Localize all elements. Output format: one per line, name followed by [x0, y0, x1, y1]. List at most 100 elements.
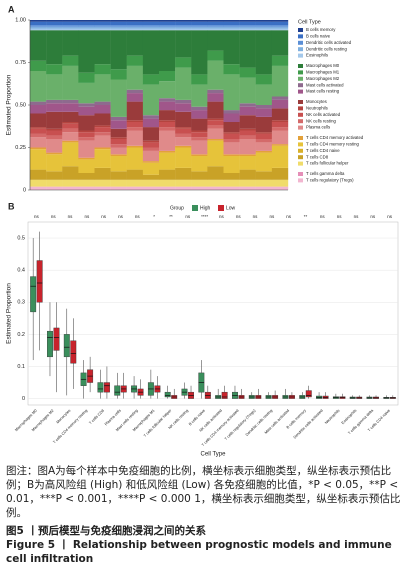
bar-segment — [94, 127, 111, 133]
bar-segment — [175, 145, 192, 148]
bar-segment — [239, 103, 256, 107]
bar-segment — [30, 105, 47, 114]
bar-segment — [78, 28, 95, 31]
bar-segment — [191, 74, 208, 85]
bar-segment — [223, 30, 240, 65]
bar-segment — [126, 21, 144, 26]
box — [114, 385, 121, 396]
bar-segment — [142, 161, 160, 163]
bar-segment — [191, 110, 208, 119]
bar-segment — [126, 186, 144, 190]
bar-segment — [110, 25, 127, 27]
bar-segment — [191, 140, 208, 155]
bar-segment — [255, 21, 273, 26]
bar-segment — [255, 171, 273, 180]
legend-label: Monocytes — [306, 99, 327, 104]
bar-segment — [207, 125, 224, 129]
significance-label: ns — [269, 214, 275, 219]
legend-swatch — [298, 76, 303, 81]
bar-segment — [271, 145, 289, 168]
bar-segment — [94, 26, 111, 29]
legend-label: Dendritic cells activated — [306, 40, 352, 45]
bar-segment — [30, 133, 47, 138]
bar-segment — [159, 122, 176, 128]
bar-segment — [271, 144, 289, 146]
bar-segment — [271, 108, 289, 121]
x-tick-label: Plasma cells — [104, 409, 122, 427]
legend-label: NK cells resting — [306, 118, 336, 123]
bar-segment — [142, 147, 160, 151]
bar-segment — [159, 25, 176, 27]
bar-segment — [175, 30, 192, 58]
bar-segment — [223, 26, 240, 29]
bar-segment — [126, 28, 144, 31]
bar-segment — [159, 152, 176, 170]
bar-segment — [159, 21, 176, 26]
legend-label: T cells CD4 memory activated — [306, 135, 364, 140]
bar-segment — [207, 26, 224, 29]
bar-segment — [207, 89, 224, 94]
bar-segment — [207, 21, 224, 26]
legend-swatch — [298, 142, 303, 147]
bar-segment — [126, 147, 144, 170]
box — [70, 340, 77, 364]
bar-segment — [191, 20, 208, 22]
bar-segment — [239, 179, 256, 187]
bar-segment — [142, 162, 160, 175]
y-axis-label: Estimated Proportion — [6, 74, 13, 135]
box — [53, 327, 60, 351]
bar-segment — [175, 147, 192, 168]
bar-segment — [207, 50, 224, 61]
legend-label: Neutrophils — [306, 106, 328, 111]
bar-segment — [191, 171, 208, 180]
y-tick-label: 0.3 — [17, 300, 25, 306]
bar-segment — [191, 25, 208, 27]
bar-segment — [46, 30, 63, 65]
bar-segment — [78, 140, 95, 158]
bar-segment — [110, 20, 127, 22]
bar-segment — [30, 25, 47, 27]
bar-segment — [159, 98, 176, 102]
bar-segment — [110, 154, 127, 156]
bar-segment — [126, 120, 144, 122]
bar-segment — [223, 25, 240, 27]
legend-label: Low — [226, 205, 236, 211]
bar-segment — [142, 84, 160, 116]
bar-segment — [255, 25, 273, 27]
bar-segment — [239, 77, 256, 104]
legend-swatch — [298, 106, 303, 111]
bar-segment — [30, 28, 47, 31]
bar-segment — [30, 20, 47, 22]
box — [97, 382, 104, 393]
bar-segment — [271, 130, 289, 145]
legend-label: Eosinophils — [306, 53, 328, 58]
bar-segment — [271, 96, 289, 100]
x-tick-label: B cells naive — [188, 409, 206, 427]
bar-segment — [255, 139, 273, 143]
bar-segment — [78, 130, 95, 133]
box — [36, 260, 43, 303]
bar-segment — [159, 169, 176, 180]
bar-segment — [191, 28, 208, 31]
significance-label: ns — [34, 214, 40, 219]
bar-segment — [126, 93, 144, 102]
bar-segment — [94, 74, 111, 102]
bar-segment — [126, 179, 144, 187]
bar-segment — [142, 20, 160, 22]
bar-segment — [175, 133, 192, 138]
bar-segment — [239, 128, 256, 131]
significance-label: ns — [354, 214, 360, 219]
bar-segment — [62, 28, 79, 31]
bar-segment — [255, 84, 273, 105]
bar-segment — [46, 154, 63, 172]
bar-segment — [223, 21, 240, 26]
bar-segment — [223, 139, 240, 143]
bar-segment — [175, 111, 192, 128]
bar-segment — [159, 150, 176, 153]
panel-label: A — [8, 4, 15, 14]
bar-segment — [110, 144, 127, 148]
bar-segment — [94, 20, 111, 22]
legend-label: Macrophages M1 — [306, 70, 340, 75]
bar-segment — [110, 21, 127, 26]
bar-segment — [46, 128, 63, 131]
